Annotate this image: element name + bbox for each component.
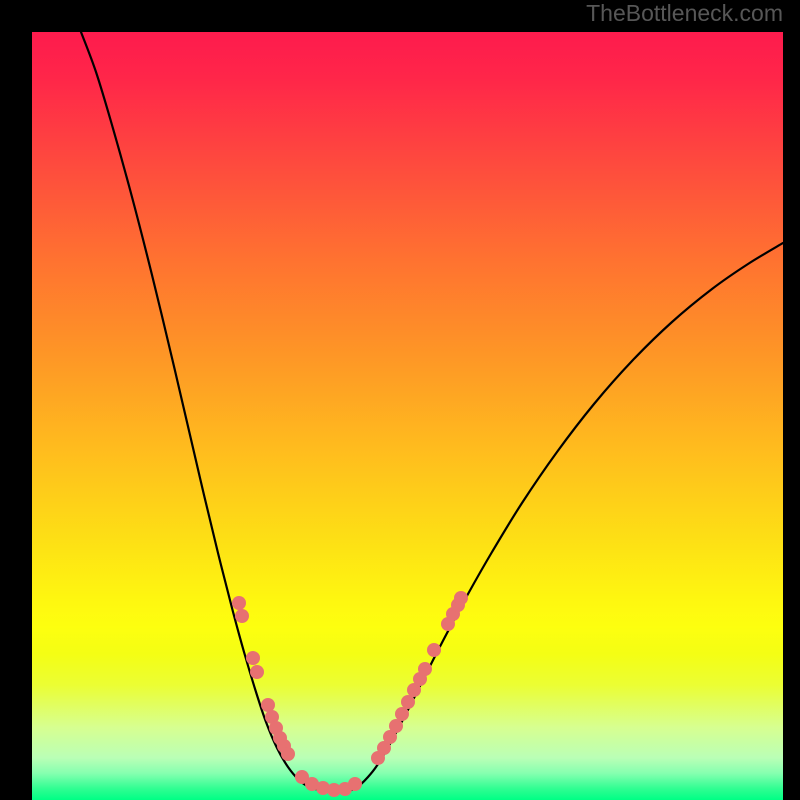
plot-svg — [32, 32, 783, 800]
data-marker — [454, 591, 468, 605]
data-marker — [395, 707, 409, 721]
data-marker — [250, 665, 264, 679]
data-marker — [232, 596, 246, 610]
data-marker — [246, 651, 260, 665]
data-marker — [281, 747, 295, 761]
data-marker — [401, 695, 415, 709]
data-marker — [418, 662, 432, 676]
data-marker — [427, 643, 441, 657]
plot-area — [32, 32, 783, 800]
data-marker — [348, 777, 362, 791]
data-marker — [235, 609, 249, 623]
watermark-text: TheBottleneck.com — [586, 0, 783, 27]
chart-canvas: TheBottleneck.com — [0, 0, 800, 800]
data-marker — [261, 698, 275, 712]
gradient-background — [32, 32, 783, 800]
data-marker — [389, 719, 403, 733]
